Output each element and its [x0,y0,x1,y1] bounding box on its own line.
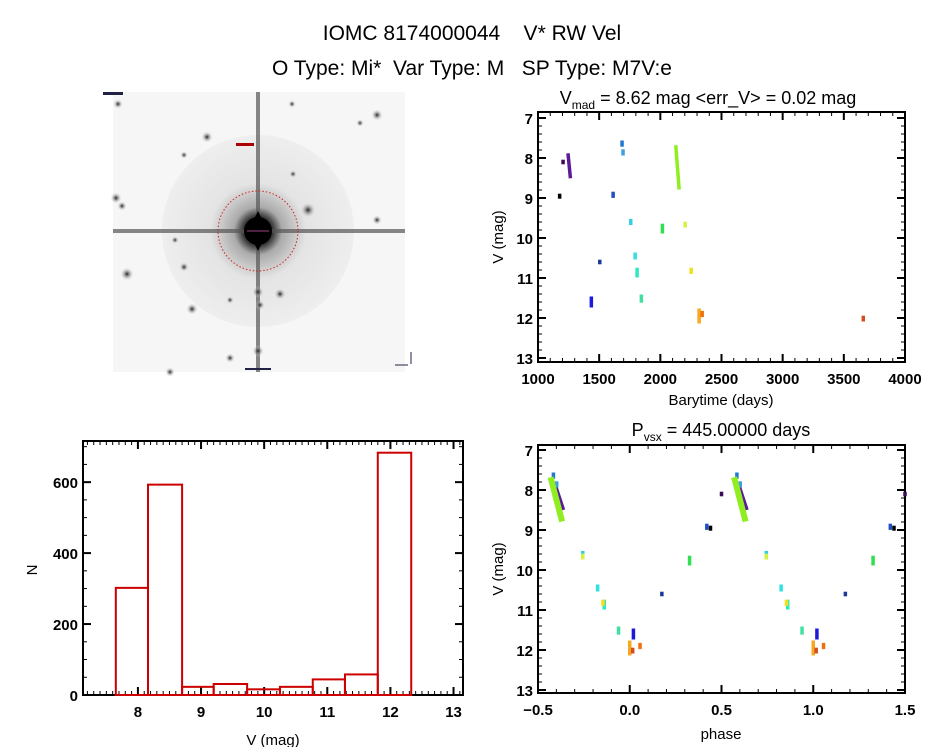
histogram-panel: V (mag) N 8 9 10 11 12 13 0 200 400 600 [24,440,464,747]
field-star [289,170,297,178]
scale-label-mark [245,368,271,370]
lightcurve-x-tick-label: 1000 [521,371,554,388]
figure-subtitle: O Type: Mi* Var Type: M SP Type: M7V:e [272,57,672,80]
histogram-x-tick-label: 9 [197,704,205,721]
field-star [186,303,198,315]
phase-x-tick-label: 0.0 [619,702,640,719]
histogram-x-tick-label: 12 [382,704,399,721]
image-label-mark [103,92,123,95]
phase-y-tick-label: 8 [525,483,533,500]
lightcurve-point [566,153,573,179]
field-star [300,202,316,218]
lightcurve-frame [537,111,906,363]
phase-x-tick-label: 1.0 [803,702,824,719]
histogram-x-tick-label: 11 [319,704,335,721]
field-star [288,100,296,108]
lightcurve-x-label: Barytime (days) [668,392,773,409]
field-star [252,286,264,298]
phase-point [547,476,566,523]
field-star [165,367,175,377]
lightcurve-y-tick-label: 7 [525,111,533,128]
histogram-x-tick-label: 10 [256,704,273,721]
phase-panel: Pvsx = 445.00000 days phase V (mag) −0.5… [490,420,915,743]
phase-y-tick-label: 7 [525,443,533,460]
phase-frame [537,444,906,694]
field-star [255,300,265,310]
histogram-bar [376,451,413,696]
field-star [117,201,127,211]
field-star [201,131,213,143]
histogram-bar [181,685,215,696]
lightcurve-y-tick-label: 11 [517,271,533,288]
phase-x-tick-label: 1.5 [895,702,916,719]
lightcurve-y-tick-label: 9 [525,191,533,208]
phase-y-label: V (mag) [490,542,507,595]
field-star [225,353,235,363]
histogram-y-tick-label: 600 [53,475,78,492]
field-star [110,192,122,204]
lightcurve-x-tick-label: 1500 [582,371,615,388]
histogram-bar [278,685,314,696]
phase-point [731,476,749,523]
lightcurve-y-label: V (mag) [490,210,507,263]
lightcurve-x-tick-label: 2000 [644,371,677,388]
lightcurve-y-tick-label: 10 [516,231,533,248]
phase-x-tick-label: −0.5 [523,702,553,719]
phase-y-tick-label: 9 [525,523,533,540]
histogram-bar [343,673,379,696]
lightcurve-y-tick-label: 13 [516,351,533,368]
field-star [371,109,383,121]
field-star [226,296,234,304]
lightcurve-x-tick-label: 3500 [827,371,860,388]
lightcurve-x-tick-label: 4000 [888,371,921,388]
phase-y-tick-label: 12 [516,643,533,660]
field-star [372,215,382,225]
field-star [274,288,286,300]
phase-y-tick-label: 10 [516,563,533,580]
phase-x-tick-label: 0.5 [711,702,732,719]
phase-y-tick-label: 13 [516,683,533,700]
field-star [113,99,123,109]
field-star [252,345,264,357]
figure-title: IOMC 8174000044 V* RW Vel [323,22,621,45]
lightcurve-x-tick-label: 2500 [705,371,738,388]
field-star [179,262,189,272]
phase-title: Pvsx = 445.00000 days [632,420,811,444]
target-label-mark [236,143,254,146]
phase-x-label: phase [701,726,742,743]
field-star [180,151,188,159]
histogram-bar [114,586,150,696]
field-star [356,119,364,127]
histogram-bar [212,683,249,697]
histogram-y-tick-label: 0 [70,688,78,705]
lightcurve-point [674,145,681,190]
histogram-y-tick-label: 400 [53,546,78,563]
field-star [171,236,179,244]
histogram-y-tick-label: 200 [53,617,78,634]
histogram-frame [82,440,464,696]
lightcurve-y-tick-label: 8 [525,151,533,168]
histogram-x-label: V (mag) [246,732,299,747]
phase-y-tick-label: 11 [517,603,533,620]
lightcurve-y-tick-label: 12 [516,311,533,328]
target-circle [217,190,299,272]
sky-image [103,92,412,377]
histogram-x-tick-label: 8 [134,704,142,721]
histogram-x-tick-label: 13 [445,704,462,721]
lightcurve-x-tick-label: 3000 [766,371,799,388]
lightcurve-title: Vmad = 8.62 mag <err_V> = 0.02 mag [560,88,857,112]
histogram-bar [147,483,184,696]
lightcurve-panel: Vmad = 8.62 mag <err_V> = 0.02 mag Baryt… [490,88,922,409]
histogram-y-label: N [24,565,41,576]
field-star [120,267,134,281]
